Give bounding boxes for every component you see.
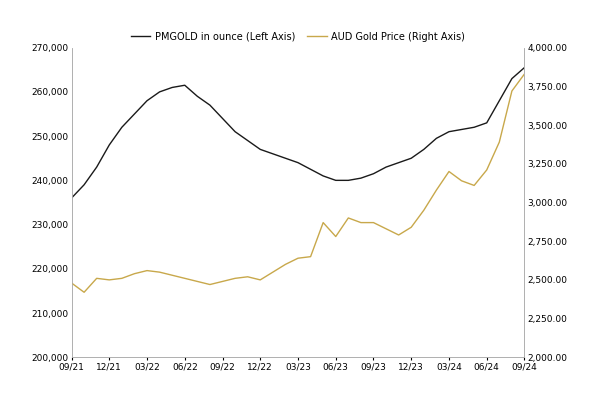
PMGOLD in ounce (Left Axis) [332,178,339,183]
AUD Gold Price (Right Axis) [383,226,390,231]
PMGOLD in ounce (Left Axis) [244,138,252,143]
AUD Gold Price (Right Axis) [408,225,415,229]
Line: PMGOLD in ounce (Left Axis): PMGOLD in ounce (Left Axis) [72,67,524,198]
AUD Gold Price (Right Axis) [269,270,277,274]
PMGOLD in ounce (Left Axis) [408,156,415,161]
AUD Gold Price (Right Axis) [80,290,88,295]
PMGOLD in ounce (Left Axis) [445,129,452,134]
PMGOLD in ounce (Left Axis) [294,160,302,165]
PMGOLD in ounce (Left Axis) [383,165,390,170]
PMGOLD in ounce (Left Axis) [118,125,125,130]
PMGOLD in ounce (Left Axis) [307,167,314,172]
AUD Gold Price (Right Axis) [169,273,176,278]
PMGOLD in ounce (Left Axis) [156,89,163,94]
AUD Gold Price (Right Axis) [144,268,151,273]
AUD Gold Price (Right Axis) [105,278,113,282]
AUD Gold Price (Right Axis) [433,188,440,193]
AUD Gold Price (Right Axis) [181,276,188,281]
AUD Gold Price (Right Axis) [131,271,138,276]
PMGOLD in ounce (Left Axis) [344,178,352,183]
PMGOLD in ounce (Left Axis) [93,165,100,170]
Line: AUD Gold Price (Right Axis): AUD Gold Price (Right Axis) [72,74,524,292]
AUD Gold Price (Right Axis) [319,220,327,225]
PMGOLD in ounce (Left Axis) [496,98,503,103]
AUD Gold Price (Right Axis) [483,168,491,172]
PMGOLD in ounce (Left Axis) [105,143,113,147]
PMGOLD in ounce (Left Axis) [458,127,465,132]
PMGOLD in ounce (Left Axis) [319,173,327,178]
AUD Gold Price (Right Axis) [294,256,302,260]
PMGOLD in ounce (Left Axis) [282,156,289,161]
AUD Gold Price (Right Axis) [244,274,252,279]
AUD Gold Price (Right Axis) [206,282,213,287]
PMGOLD in ounce (Left Axis) [508,76,516,81]
PMGOLD in ounce (Left Axis) [68,196,75,200]
AUD Gold Price (Right Axis) [68,281,75,285]
PMGOLD in ounce (Left Axis) [194,94,201,99]
AUD Gold Price (Right Axis) [420,208,427,212]
PMGOLD in ounce (Left Axis) [471,125,478,130]
PMGOLD in ounce (Left Axis) [181,83,188,88]
AUD Gold Price (Right Axis) [358,220,365,225]
PMGOLD in ounce (Left Axis) [483,120,491,125]
PMGOLD in ounce (Left Axis) [269,151,277,156]
PMGOLD in ounce (Left Axis) [433,136,440,141]
AUD Gold Price (Right Axis) [219,279,226,284]
AUD Gold Price (Right Axis) [307,254,314,259]
PMGOLD in ounce (Left Axis) [420,147,427,152]
PMGOLD in ounce (Left Axis) [144,98,151,103]
AUD Gold Price (Right Axis) [118,276,125,281]
AUD Gold Price (Right Axis) [194,279,201,284]
AUD Gold Price (Right Axis) [231,276,238,281]
AUD Gold Price (Right Axis) [332,234,339,239]
PMGOLD in ounce (Left Axis) [358,176,365,181]
PMGOLD in ounce (Left Axis) [169,85,176,90]
AUD Gold Price (Right Axis) [156,270,163,274]
AUD Gold Price (Right Axis) [257,278,264,282]
PMGOLD in ounce (Left Axis) [206,103,213,108]
AUD Gold Price (Right Axis) [508,89,516,93]
AUD Gold Price (Right Axis) [282,262,289,267]
AUD Gold Price (Right Axis) [458,178,465,183]
PMGOLD in ounce (Left Axis) [395,160,402,165]
AUD Gold Price (Right Axis) [496,140,503,145]
PMGOLD in ounce (Left Axis) [257,147,264,152]
PMGOLD in ounce (Left Axis) [219,116,226,121]
AUD Gold Price (Right Axis) [93,276,100,281]
AUD Gold Price (Right Axis) [445,169,452,174]
AUD Gold Price (Right Axis) [521,71,528,76]
PMGOLD in ounce (Left Axis) [231,129,238,134]
PMGOLD in ounce (Left Axis) [80,182,88,187]
AUD Gold Price (Right Axis) [370,220,377,225]
PMGOLD in ounce (Left Axis) [521,65,528,70]
AUD Gold Price (Right Axis) [471,183,478,188]
PMGOLD in ounce (Left Axis) [131,112,138,116]
Legend: PMGOLD in ounce (Left Axis), AUD Gold Price (Right Axis): PMGOLD in ounce (Left Axis), AUD Gold Pr… [127,28,469,46]
AUD Gold Price (Right Axis) [344,216,352,220]
AUD Gold Price (Right Axis) [395,233,402,237]
PMGOLD in ounce (Left Axis) [370,172,377,176]
